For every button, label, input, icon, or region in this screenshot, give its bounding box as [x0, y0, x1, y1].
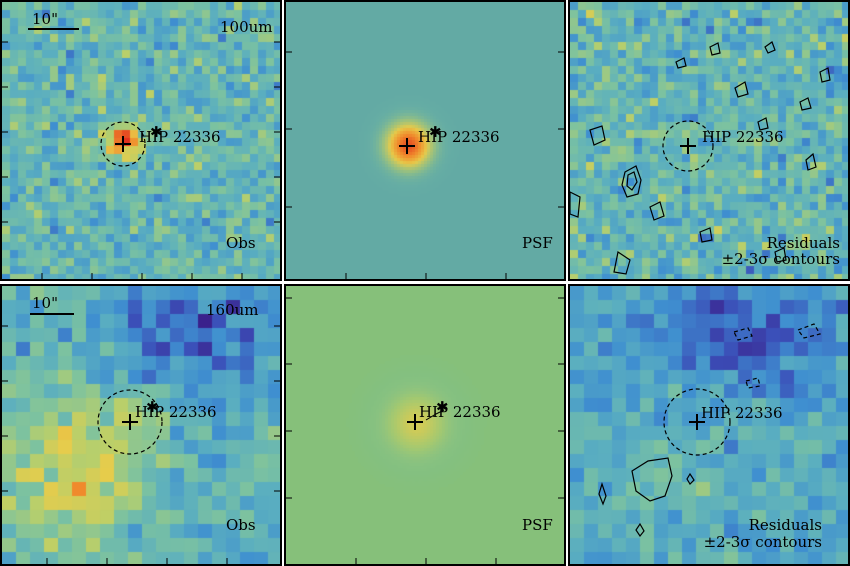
psf-overlay-160um — [286, 297, 564, 564]
contours — [570, 41, 831, 275]
contours — [425, 409, 445, 421]
target-cross — [115, 136, 131, 152]
target-cross — [407, 414, 423, 430]
target-cross — [689, 414, 705, 430]
panel-psf-100um: HIP 22336 ✱ PSF — [284, 0, 566, 281]
band-label: 100um — [220, 18, 273, 36]
panel-obs-160um: 10" 160um HIP 22336 ✱ Obs — [0, 284, 282, 566]
residual-image-100um — [570, 2, 848, 279]
residual-overlay-100um — [570, 41, 831, 275]
scale-bar-label: 10" — [32, 294, 58, 312]
target-label: HIP 22336 — [702, 128, 784, 146]
star-icon: ✱ — [150, 123, 163, 141]
panel-sublabel-contours: ±2-3σ contours — [721, 250, 840, 268]
panel-sublabel-contours: ±2-3σ contours — [703, 533, 822, 551]
panel-label-residuals: Residuals — [748, 516, 822, 534]
residual-image-160um — [570, 286, 848, 564]
aperture-circle — [662, 120, 714, 172]
target-cross — [399, 138, 415, 154]
panel-label-obs: Obs — [226, 234, 256, 252]
aperture-circle — [663, 388, 731, 456]
panel-residual-100um: HIP 22336 Residuals ±2-3σ contours — [568, 0, 850, 281]
contours-negative — [733, 323, 821, 389]
target-label: HIP 22336 — [419, 403, 501, 421]
target-cross — [122, 414, 138, 430]
star-icon: ✱ — [436, 398, 449, 416]
obs-image-100um — [2, 2, 280, 279]
tick-marks — [2, 325, 280, 564]
obs-overlay-100um — [2, 28, 280, 279]
panel-label-residuals: Residuals — [766, 234, 840, 252]
target-label: HIP 22336 — [139, 128, 221, 146]
target-cross — [680, 138, 696, 154]
star-icon: ✱ — [146, 398, 159, 416]
star-icon: ✱ — [429, 123, 442, 141]
panel-obs-100um: 10" 100um HIP 22336 ✱ Obs — [0, 0, 282, 281]
panel-label-psf: PSF — [522, 234, 553, 252]
obs-overlay-160um — [2, 313, 280, 564]
target-label: HIP 22336 — [135, 403, 217, 421]
residual-overlay-160um — [598, 323, 821, 538]
panel-label-psf: PSF — [522, 516, 553, 534]
aperture-circle — [97, 389, 163, 455]
obs-image-160um — [2, 286, 280, 564]
target-label: HIP 22336 — [418, 128, 500, 146]
psf-image-160um — [286, 286, 564, 564]
panel-label-obs: Obs — [226, 516, 256, 534]
aperture-circle — [100, 121, 146, 167]
psf-image-100um — [286, 2, 564, 279]
panel-residual-160um: HIP 22336 Residuals ±2-3σ contours — [568, 284, 850, 566]
contours — [598, 457, 695, 538]
tick-marks — [286, 297, 564, 564]
psf-overlay-100um — [286, 51, 564, 279]
band-label: 160um — [206, 301, 259, 319]
scale-bar-label: 10" — [32, 10, 58, 28]
tick-marks — [286, 51, 564, 279]
panel-psf-160um: HIP 22336 ✱ PSF — [284, 284, 566, 566]
tick-marks — [2, 41, 280, 279]
target-label: HIP 22336 — [701, 404, 783, 422]
